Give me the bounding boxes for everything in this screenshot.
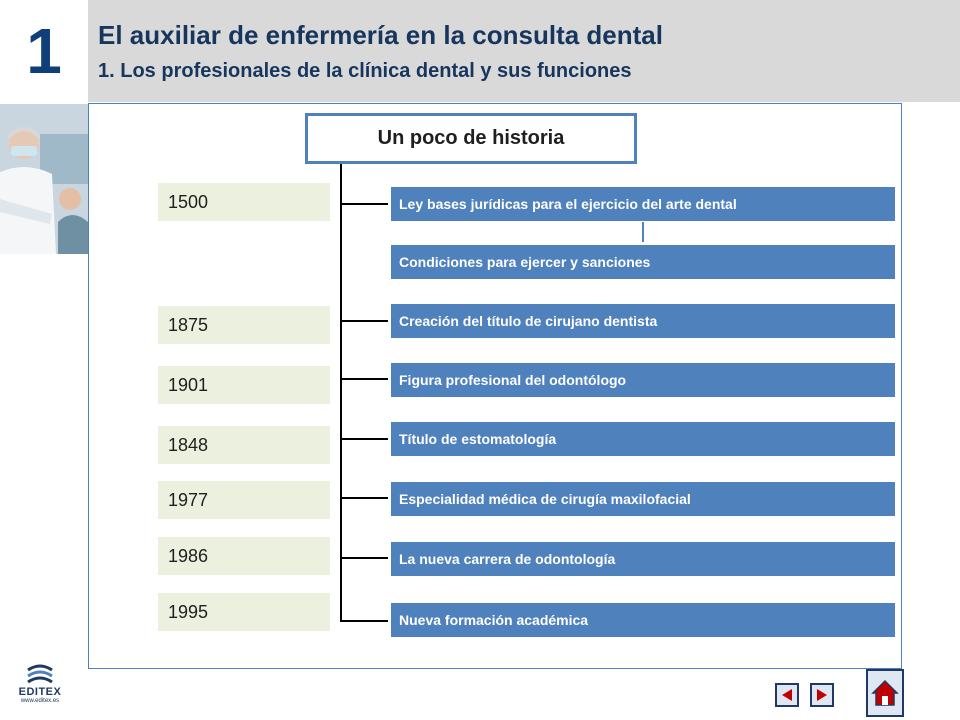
next-button[interactable] xyxy=(810,683,834,707)
year-box: 1848 xyxy=(158,426,330,464)
timeline-branch xyxy=(340,620,388,622)
timeline-trunk xyxy=(340,164,342,622)
event-box: La nueva carrera de odontología xyxy=(391,542,895,576)
chapter-number: 1 xyxy=(26,15,62,87)
timeline-branch xyxy=(340,557,388,559)
event-box: Título de estomatología xyxy=(391,422,895,456)
logo-url: www.editex.es xyxy=(20,698,60,704)
timeline-branch xyxy=(340,497,388,499)
home-icon xyxy=(871,679,899,706)
triangle-right-icon xyxy=(817,689,827,701)
event-box: Condiciones para ejercer y sanciones xyxy=(391,245,895,279)
prev-button[interactable] xyxy=(775,683,799,707)
year-box: 1901 xyxy=(158,366,330,404)
triangle-left-icon xyxy=(782,689,792,701)
diagram-root-box: Un poco de historia xyxy=(305,113,637,164)
event-connector xyxy=(642,222,644,242)
timeline-branch xyxy=(340,320,388,322)
header-band: El auxiliar de enfermería en la consulta… xyxy=(88,0,960,102)
year-box: 1977 xyxy=(158,481,330,519)
year-box: 1986 xyxy=(158,537,330,575)
editex-logo: EDITEX www.editex.es xyxy=(10,664,70,714)
event-box: Ley bases jurídicas para el ejercicio de… xyxy=(391,187,895,221)
page-subtitle: 1. Los profesionales de la clínica denta… xyxy=(98,60,632,82)
event-box: Figura profesional del odontólogo xyxy=(391,363,895,397)
event-box: Nueva formación académica xyxy=(391,603,895,637)
dental-photo xyxy=(0,104,88,254)
page-title: El auxiliar de enfermería en la consulta… xyxy=(98,20,663,50)
timeline-branch xyxy=(340,203,388,205)
event-box: Especialidad médica de cirugía maxilofac… xyxy=(391,482,895,516)
editex-logo-icon xyxy=(27,664,53,684)
year-box: 1500 xyxy=(158,183,330,221)
dentist-illustration-icon xyxy=(0,104,88,254)
year-box: 1995 xyxy=(158,593,330,631)
logo-text: EDITEX xyxy=(18,686,62,698)
year-box: 1875 xyxy=(158,306,330,344)
timeline-branch xyxy=(340,438,388,440)
home-button[interactable] xyxy=(866,669,904,717)
timeline-branch xyxy=(340,378,388,380)
event-box: Creación del título de cirujano dentista xyxy=(391,304,895,338)
